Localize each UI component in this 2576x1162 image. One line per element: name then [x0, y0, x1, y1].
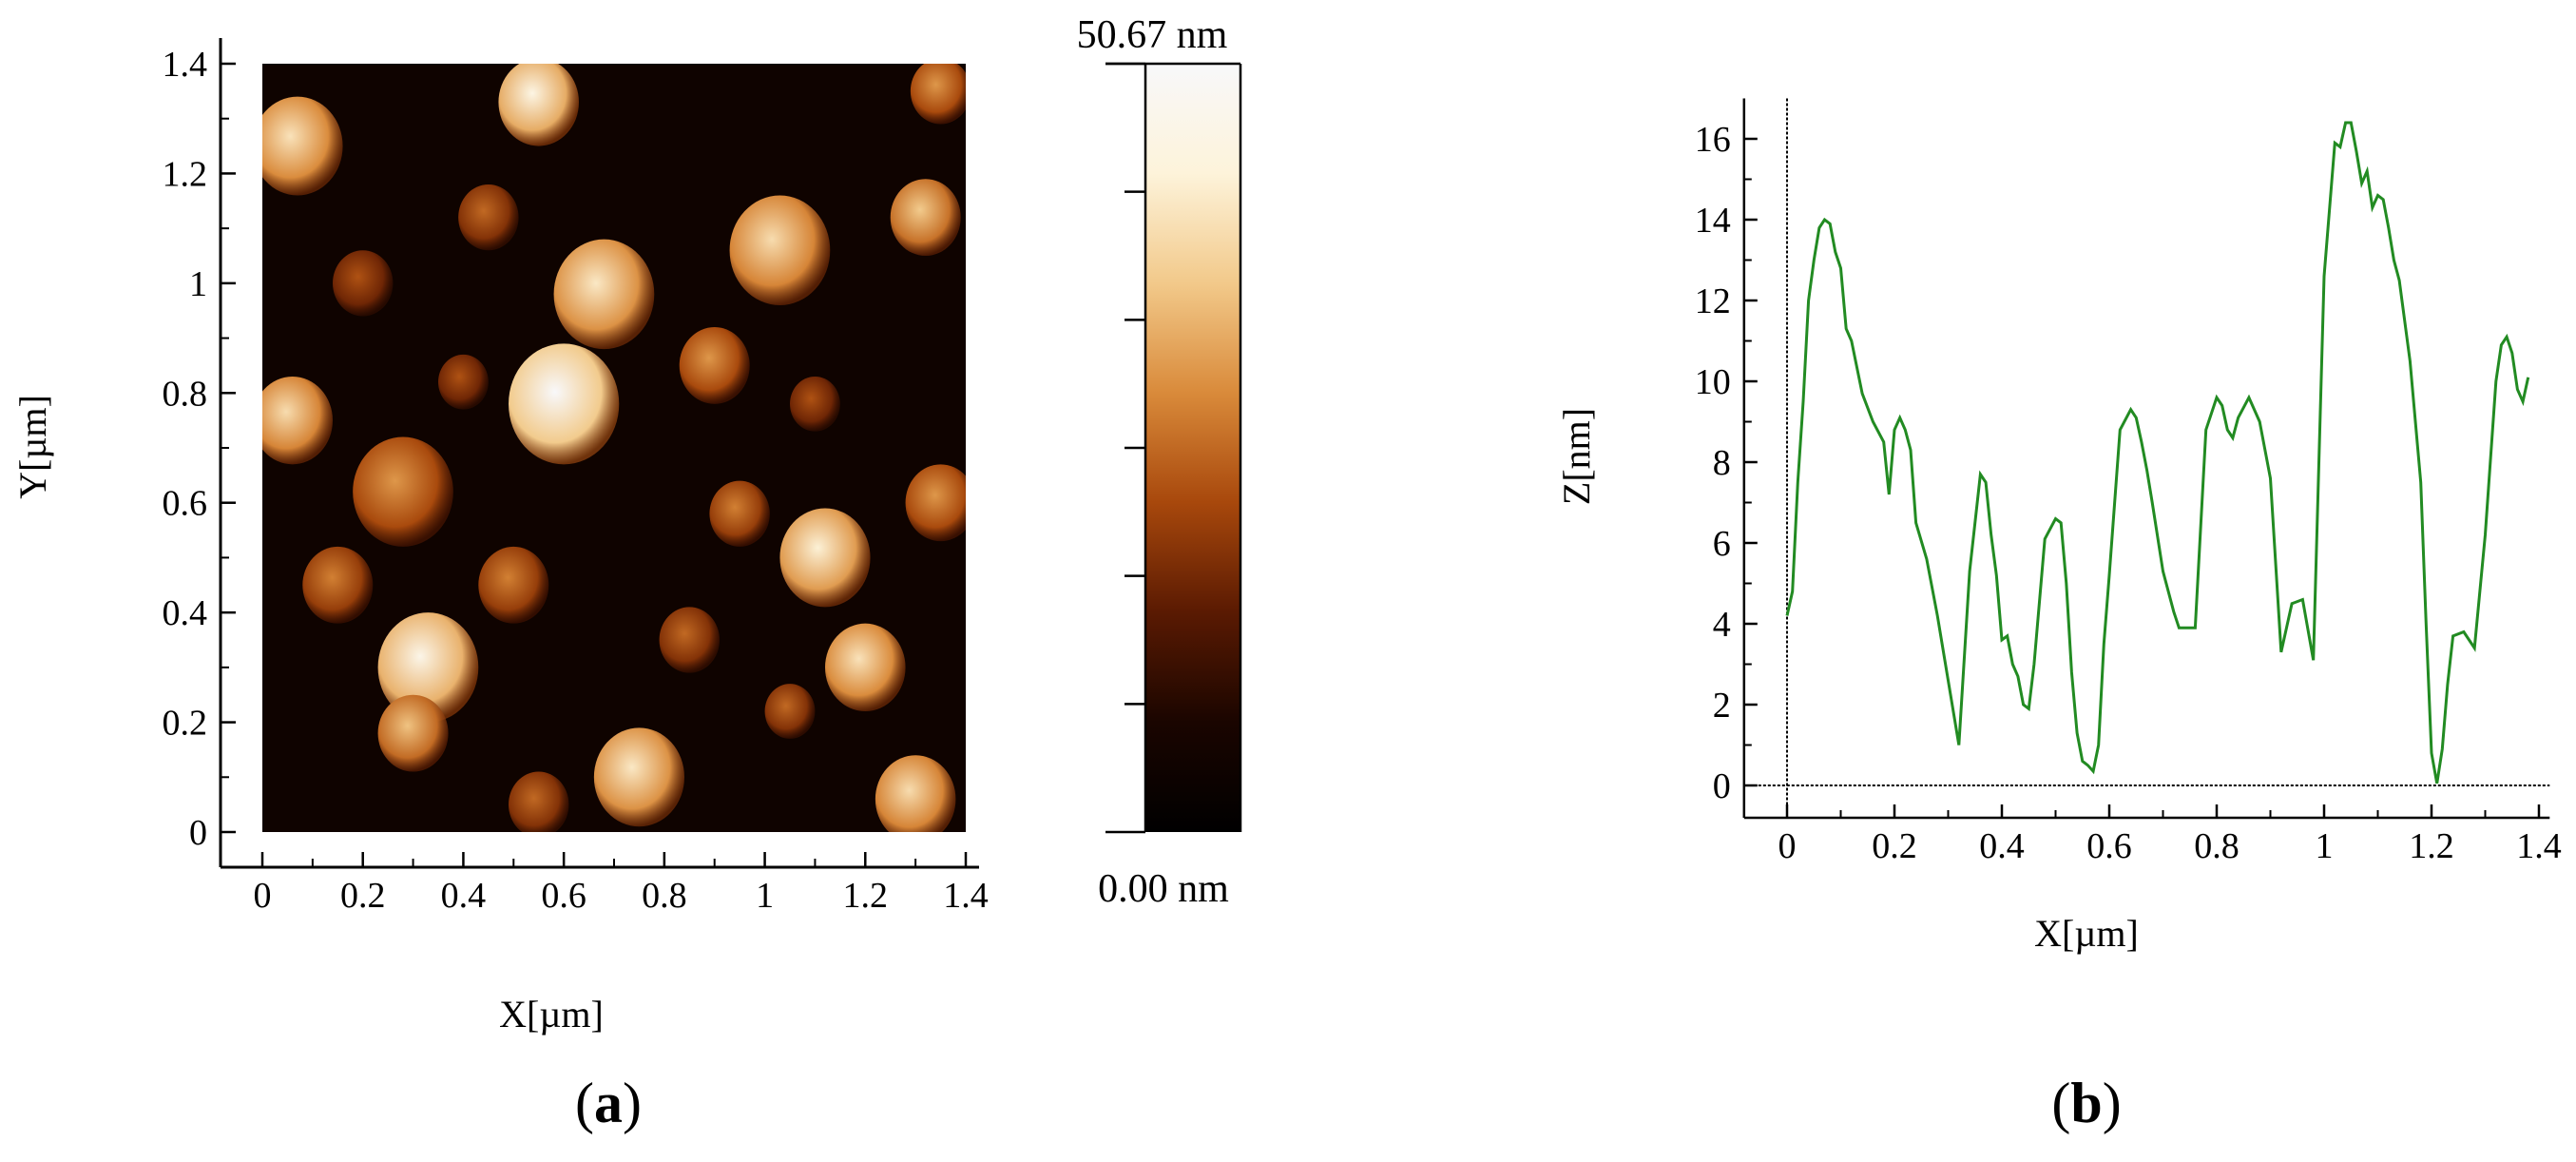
panel-a-y-tick-label: 1.4	[163, 45, 208, 85]
panel-b-x-tick-label: 1	[2316, 826, 2334, 866]
panel-b-x-tick-label: 0.2	[1872, 826, 1917, 866]
afm-grain	[910, 64, 966, 125]
panel-b-x-axis-title: X[µm]	[2034, 912, 2139, 955]
panel-b-y-tick-label: 4	[1713, 605, 1731, 645]
afm-grain	[764, 684, 816, 739]
panel-a-x-axis-title: X[µm]	[499, 993, 604, 1036]
colorbar-max-label: 50.67 nm	[1077, 13, 1228, 57]
panel-a-x-tick-label: 0	[254, 876, 272, 916]
height-profile-line	[1785, 121, 2530, 784]
panel-a-y-axis-title: Y[µm]	[11, 395, 54, 499]
panel-a-x-tick-label: 1	[756, 876, 774, 916]
panel-a-x-tick-label: 0.6	[541, 876, 586, 916]
afm-grain	[458, 184, 519, 251]
afm-grain	[262, 96, 343, 196]
colorbar-min-label: 0.00 nm	[1098, 867, 1229, 911]
afm-grain	[905, 464, 966, 542]
panel-b-x-tick-label: 1.4	[2516, 826, 2562, 866]
panel-a-axes: 0 0.2 0.4 0.6 0.8 1 1.2 1.4 0 0.2 0.4 0.6 0.8 1 1.2 1.4	[163, 38, 989, 916]
afm-grain	[553, 239, 655, 350]
panel-b-x-tick-label: 0.8	[2194, 826, 2240, 866]
afm-grain	[302, 546, 374, 624]
afm-grain	[377, 612, 479, 723]
afm-grain	[498, 64, 579, 146]
panel-a: 0 0.2 0.4 0.6 0.8 1 1.2 1.4 0 0.2 0.4 0.6 0.8 1 1.2 1.4…	[11, 13, 1242, 1134]
afm-grain	[353, 436, 453, 547]
panel-a-x-tick-label: 1.4	[943, 876, 989, 916]
panel-b-y-axis-title: Z[nm]	[1555, 408, 1598, 505]
panel-b-x-tick-label: 0.6	[2086, 826, 2132, 866]
panel-a-y-tick-label: 0.4	[163, 593, 208, 633]
panel-b-x-tick-label: 0.4	[1979, 826, 2025, 866]
afm-grain	[825, 623, 906, 712]
panel-a-label: (a)	[575, 1072, 642, 1134]
panel-b-y-tick-label: 6	[1713, 524, 1731, 564]
afm-grain	[790, 376, 840, 432]
panel-a-x-tick-label: 0.4	[441, 876, 487, 916]
panel-a-y-tick-label: 1.2	[163, 154, 208, 194]
panel-b-y-tick-label: 2	[1713, 686, 1731, 726]
panel-b-y-tick-label: 12	[1695, 281, 1731, 321]
afm-grain	[779, 508, 871, 608]
afm-grain	[875, 755, 956, 832]
colorbar-gradient	[1145, 64, 1240, 832]
afm-height-map	[262, 64, 966, 832]
panel-b-x-tick-label: 0	[1778, 826, 1797, 866]
panel-b-label: (b)	[2051, 1072, 2121, 1134]
afm-grain	[729, 195, 831, 305]
panel-b-y-tick-label: 0	[1713, 766, 1731, 806]
panel-a-y-tick-label: 0.8	[163, 374, 208, 414]
panel-a-y-tick-label: 0	[189, 813, 207, 853]
panel-b-y-tick-label: 14	[1695, 201, 1731, 241]
afm-grain	[679, 327, 750, 404]
panel-a-y-tick-label: 0.6	[163, 484, 208, 524]
afm-grain	[438, 354, 489, 410]
afm-grain	[509, 343, 620, 465]
panel-b-letter: b	[2070, 1072, 2102, 1134]
afm-background	[262, 64, 966, 832]
afm-grain	[659, 607, 720, 673]
panel-b-axes: 0 0.2 0.4 0.6 0.8 1 1.2 1.4 0 2 4 6 8 10 12 14 16	[1695, 98, 2562, 866]
afm-grain	[478, 546, 549, 624]
panel-a-x-tick-label: 0.2	[340, 876, 386, 916]
panel-a-x-tick-label: 1.2	[843, 876, 889, 916]
panel-a-y-tick-label: 0.2	[163, 704, 208, 744]
afm-grain	[593, 727, 685, 827]
afm-grain	[709, 480, 770, 547]
panel-b-x-tick-label: 1.2	[2409, 826, 2454, 866]
afm-grain	[333, 250, 394, 317]
afm-grain	[509, 771, 569, 832]
panel-b-y-tick-label: 16	[1695, 120, 1731, 160]
panel-a-y-tick-label: 1	[189, 264, 207, 304]
afm-grain	[890, 179, 961, 256]
panel-a-letter: a	[594, 1072, 623, 1134]
afm-grain	[377, 694, 449, 772]
afm-grain	[262, 376, 333, 465]
panel-b-y-tick-label: 10	[1695, 362, 1731, 402]
panel-b-y-tick-label: 8	[1713, 443, 1731, 483]
colorbar	[1105, 62, 1242, 834]
panel-a-x-tick-label: 0.8	[642, 876, 687, 916]
